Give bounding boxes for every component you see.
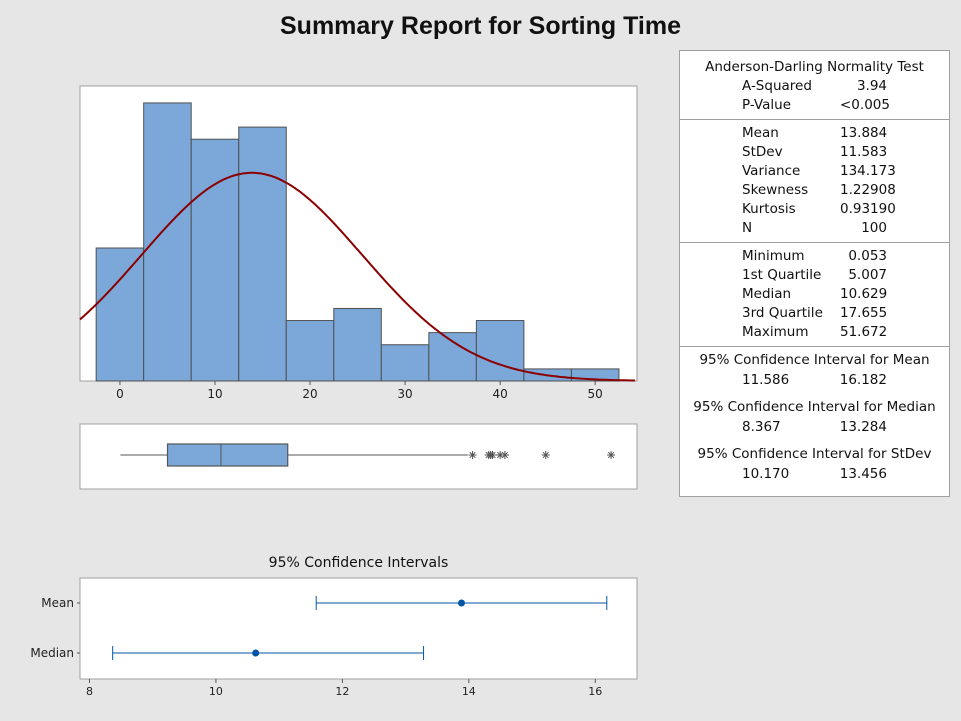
stat-row: A-Squared 3.94 (680, 77, 949, 96)
ci-label: 95% Confidence Interval for Mean (699, 352, 930, 368)
ci-block: 95% Confidence Interval for Median 8.367… (680, 394, 949, 441)
stat-value: 0.053 (848, 248, 887, 264)
stat-value: <0.005 (840, 97, 890, 113)
stat-label: Skewness (742, 182, 809, 198)
stat-label: 1st Quartile (742, 267, 822, 283)
outlier-mark (541, 451, 550, 459)
stat-label: N (742, 220, 753, 236)
ci-section: 95% Confidence Interval for Mean 11.586 1… (680, 347, 949, 488)
stat-value: 51.672 (840, 324, 888, 340)
stat-row: P-Value <0.005 (680, 96, 949, 115)
stat-row: Kurtosis 0.93190 (680, 200, 949, 219)
iqr-box (166, 443, 289, 467)
histogram-bar (475, 320, 525, 382)
stat-row: Median 10.629 (680, 285, 949, 304)
ci-lower: 8.367 (742, 419, 781, 435)
stat-row: N 100 (680, 219, 949, 238)
stat-label: Maximum (742, 324, 809, 340)
histogram-bar (428, 332, 477, 382)
ci-category-label: Mean (41, 596, 74, 610)
x-tick-label: 8 (86, 685, 93, 698)
ad-header: Anderson-Darling Normality Test (705, 59, 924, 75)
ci-label: 95% Confidence Interval for Median (693, 399, 936, 415)
x-tick-label: 40 (492, 387, 507, 401)
stat-label: Kurtosis (742, 201, 796, 217)
ad-section: Anderson-Darling Normality Test A-Square… (680, 51, 949, 120)
normal-fit-curve (79, 171, 636, 382)
ci-lower: 11.586 (742, 372, 790, 388)
quantiles-section: Minimum 0.053 1st Quartile 5.007 Median 10.62… (680, 243, 949, 347)
stat-label: 3rd Quartile (742, 305, 823, 321)
outlier-mark (496, 451, 505, 459)
histogram-bar (95, 247, 145, 382)
stat-row: Mean 13.884 (680, 124, 949, 143)
histogram-bar (143, 102, 192, 382)
stat-value: 134.173 (840, 163, 896, 179)
stat-row: Minimum 0.053 (680, 247, 949, 266)
ci-estimate-point (252, 649, 260, 657)
stat-row: Maximum 51.672 (680, 323, 949, 342)
outlier-mark (607, 451, 616, 459)
ci-block: 95% Confidence Interval for StDev 10.170… (680, 441, 949, 488)
stat-row: 1st Quartile 5.007 (680, 266, 949, 285)
x-tick-label: 16 (588, 685, 602, 698)
stat-label: StDev (742, 144, 783, 160)
stat-value: 0.93190 (840, 201, 896, 217)
ci-frame (79, 577, 638, 680)
x-tick-label: 12 (335, 685, 349, 698)
stat-label: Minimum (742, 248, 805, 264)
x-tick-label: 10 (209, 685, 223, 698)
stat-row: StDev 11.583 (680, 143, 949, 162)
x-tick-label: 14 (462, 685, 476, 698)
stats-panel: Anderson-Darling Normality Test A-Square… (679, 50, 950, 497)
stat-value: 10.629 (840, 286, 888, 302)
stat-value: 100 (861, 220, 887, 236)
boxplot-frame (79, 423, 638, 490)
stat-value: 1.22908 (840, 182, 896, 198)
stat-label: Variance (742, 163, 801, 179)
ci-chart-title: 95% Confidence Intervals (269, 555, 449, 571)
histogram-bar (285, 320, 335, 382)
x-tick-label: 30 (397, 387, 412, 401)
stat-value: 17.655 (840, 305, 888, 321)
ci-category-label: Median (30, 646, 74, 660)
histogram-bar (380, 344, 430, 382)
stat-value: 3.94 (856, 78, 887, 94)
stat-value: 13.884 (840, 125, 888, 141)
stat-value: 5.007 (848, 267, 887, 283)
x-tick-label: 10 (207, 387, 222, 401)
x-tick-label: 50 (588, 387, 603, 401)
stat-label: Mean (742, 125, 779, 141)
stat-label: Median (742, 286, 792, 302)
ci-upper: 13.284 (839, 419, 887, 435)
x-tick-label: 20 (302, 387, 317, 401)
outlier-mark (468, 451, 477, 459)
moments-section: Mean 13.884 StDev 11.583 Variance 134.173 Skew… (680, 120, 949, 243)
ci-estimate-point (457, 599, 465, 607)
ci-upper: 13.456 (839, 466, 887, 482)
outlier-mark (488, 451, 497, 459)
ci-upper: 16.182 (839, 372, 887, 388)
ci-lower: 10.170 (742, 466, 790, 482)
outlier-mark (500, 451, 509, 459)
stat-row: 3rd Quartile 17.655 (680, 304, 949, 323)
stat-label: A-Squared (742, 78, 812, 94)
x-tick-label: 0 (116, 387, 124, 401)
histogram-bar (333, 307, 382, 382)
report-title: Summary Report for Sorting Time (280, 12, 681, 40)
histogram-bar (238, 126, 287, 382)
ci-label: 95% Confidence Interval for StDev (697, 446, 932, 462)
stat-value: 11.583 (840, 144, 888, 160)
stat-label: P-Value (742, 97, 791, 113)
stat-row: Variance 134.173 (680, 162, 949, 181)
ci-block: 95% Confidence Interval for Mean 11.586 1… (680, 347, 949, 394)
stat-row: Skewness 1.22908 (680, 181, 949, 200)
